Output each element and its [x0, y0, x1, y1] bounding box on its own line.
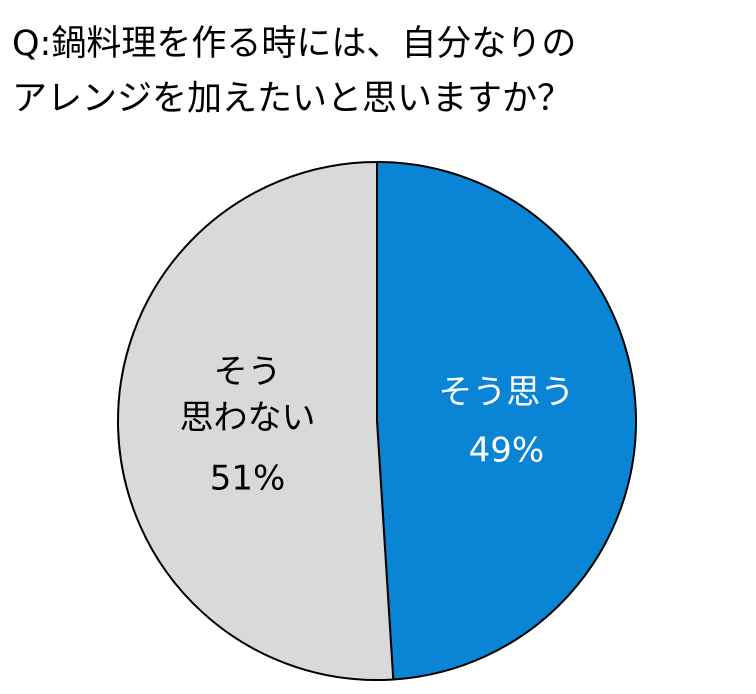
- pie-slice: [376, 160, 637, 681]
- slice-value-label: 51%: [210, 459, 286, 499]
- slice-value-label: 49%: [469, 430, 545, 470]
- slice-category-label: そう思わない: [180, 352, 316, 438]
- slice-category-label: そう思う: [438, 372, 574, 412]
- pie-slice: [117, 160, 395, 681]
- chart-title: アレンジを加えたいと思いますか？: [12, 79, 572, 119]
- chart-title: Q:鍋料理を作る時には、自分なりの: [12, 24, 576, 64]
